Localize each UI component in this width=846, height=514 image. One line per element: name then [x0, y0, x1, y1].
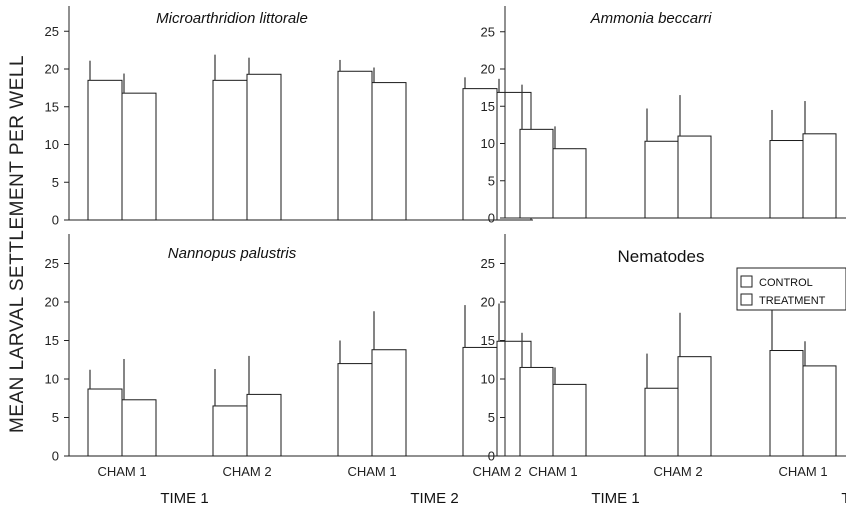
control-bar [462, 346, 498, 457]
control-bar [769, 350, 804, 457]
y-tick-label: 5 [488, 173, 495, 188]
y-tick-label: 5 [488, 410, 495, 425]
y-tick-label: 0 [488, 449, 495, 464]
y-tick-label: 20 [481, 295, 495, 310]
control-bar [519, 366, 554, 457]
chart-title: Microarthridion littorale [156, 10, 308, 27]
y-tick-label: 0 [52, 449, 59, 464]
legend-swatch [740, 275, 753, 288]
legend: CONTROL TREATMENT [736, 267, 846, 311]
category-label: CHAM 1 [528, 464, 577, 479]
group-label: TIME 2 [410, 490, 458, 507]
y-tick-label: 25 [481, 256, 495, 271]
chart-panel-1: 0 5 10 15 20 25 Microarthridion littorale [45, 6, 533, 228]
control-bar [519, 128, 554, 219]
y-tick-label: 10 [45, 372, 59, 387]
y-tick-label: 20 [45, 295, 59, 310]
treatment-bar [552, 383, 587, 457]
y-tick-label: 25 [481, 24, 495, 39]
category-label: CHAM 2 [653, 464, 702, 479]
y-tick-label: 15 [45, 99, 59, 114]
y-tick-label: 5 [52, 410, 59, 425]
chart-title: Ammonia beccarri [590, 10, 713, 27]
control-bar [769, 140, 804, 219]
treatment-bar [371, 82, 407, 221]
treatment-bar [121, 399, 157, 457]
control-bar [212, 79, 248, 221]
y-tick-label: 10 [481, 136, 495, 151]
legend-swatch [740, 293, 753, 306]
legend-label: TREATMENT [759, 295, 826, 307]
control-bar [212, 405, 248, 457]
legend-box [736, 267, 846, 311]
treatment-bar [552, 148, 587, 219]
treatment-bar [246, 73, 282, 221]
treatment-bar [677, 135, 712, 219]
category-label: CHAM 1 [778, 464, 827, 479]
control-bar [87, 79, 123, 221]
treatment-bar [121, 92, 157, 221]
y-tick-label: 15 [481, 99, 495, 114]
control-bar [337, 363, 373, 457]
group-label: TIME 1 [591, 490, 639, 507]
group-label: TIME 1 [160, 490, 208, 507]
treatment-bar [802, 365, 837, 457]
category-label: CHAM 2 [472, 464, 521, 479]
y-tick-label: 0 [52, 213, 59, 228]
group-label: TIME 2 [841, 490, 846, 507]
category-label: CHAM 1 [97, 464, 146, 479]
y-tick-label: 20 [45, 62, 59, 77]
y-tick-label: 0 [488, 211, 495, 226]
y-tick-label: 10 [481, 372, 495, 387]
treatment-bar [677, 356, 712, 457]
treatment-bar [246, 393, 282, 457]
chart-title: Nannopus palustris [168, 245, 297, 262]
treatment-bar [371, 349, 407, 457]
chart-title: Nematodes [618, 247, 705, 266]
chart-panel-2: 0 5 10 15 20 25 Ammonia beccarri [481, 6, 846, 226]
y-tick-label: 20 [481, 62, 495, 77]
control-bar [87, 388, 123, 457]
y-tick-label: 15 [481, 333, 495, 348]
control-bar [644, 387, 679, 457]
y-axis-label: MEAN LARVAL SETTLEMENT PER WELL [7, 55, 28, 433]
chart-panel-3: 0 5 10 15 20 25 CHAM 1 CHAM 2 CHAM 1 CHAM 2 TIME 1… [45, 234, 533, 507]
y-tick-label: 10 [45, 137, 59, 152]
category-label: CHAM 1 [347, 464, 396, 479]
y-tick-label: 25 [45, 24, 59, 39]
y-tick-label: 5 [52, 175, 59, 190]
y-tick-label: 25 [45, 256, 59, 271]
legend-label: CONTROL [759, 277, 813, 289]
control-bar [644, 140, 679, 219]
category-label: CHAM 2 [222, 464, 271, 479]
y-tick-label: 15 [45, 333, 59, 348]
treatment-bar [802, 133, 837, 219]
control-bar [337, 70, 373, 221]
